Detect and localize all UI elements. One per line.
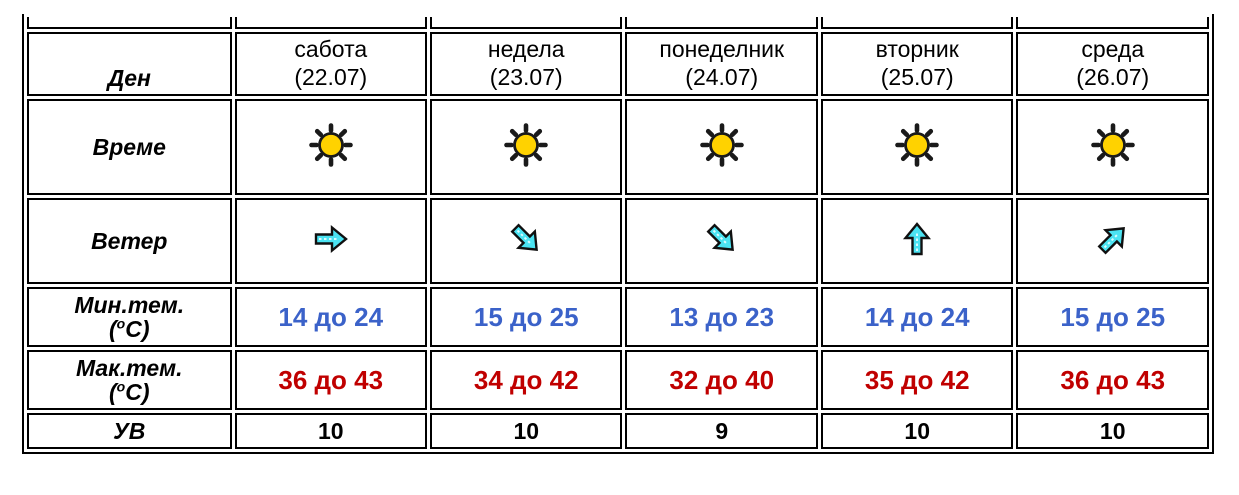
uv-cell: 10 [820, 413, 1014, 449]
spacer-cell [27, 17, 232, 29]
max-temp-value: 32 до 40 [669, 364, 775, 395]
wind-arrow-icon [897, 219, 937, 259]
min-temp-value: 15 до 25 [1060, 301, 1166, 332]
sun-icon [700, 123, 744, 167]
max-temp-value: 36 до 43 [278, 364, 384, 395]
day-cell: среда (26.07) [1016, 32, 1209, 96]
uv-row: УВ 10 10 9 10 10 [27, 413, 1209, 449]
weather-cell [430, 99, 623, 195]
spacer-cell [430, 17, 623, 29]
min-temp-value: 13 до 23 [669, 301, 775, 332]
row-label-day: Ден [27, 32, 232, 96]
uv-value: 10 [904, 417, 930, 444]
weather-forecast-table: Ден сабота (22.07) недела (23.07) понеде… [22, 14, 1214, 454]
day-date: (25.07) [880, 64, 954, 91]
wind-arrow-icon [311, 219, 351, 259]
min-temp-value: 14 до 24 [278, 301, 384, 332]
sun-icon [309, 123, 353, 167]
day-name: среда [1081, 35, 1145, 62]
spacer-row [27, 17, 1209, 29]
wind-cell [430, 198, 623, 284]
wind-arrow-icon [693, 210, 750, 267]
min-temp-cell: 14 до 24 [234, 287, 427, 347]
uv-cell: 10 [1016, 413, 1209, 449]
row-label-min-temp: Мин.тем. (оС) [27, 287, 232, 347]
weather-cell [820, 99, 1014, 195]
min-temp-cell: 15 до 25 [430, 287, 623, 347]
uv-value: 10 [317, 417, 344, 444]
day-cell: понеделник (24.07) [625, 32, 818, 96]
wind-arrow-icon [1084, 210, 1141, 267]
spacer-cell [820, 17, 1014, 29]
uv-cell: 9 [625, 413, 818, 449]
uv-value: 10 [1099, 417, 1126, 444]
spacer-cell [625, 17, 818, 29]
min-temp-cell: 14 до 24 [820, 287, 1014, 347]
max-temp-value: 36 до 43 [1060, 364, 1166, 395]
uv-value: 10 [513, 417, 540, 444]
day-date: (23.07) [489, 64, 563, 91]
uv-label: УВ [113, 417, 146, 444]
uv-cell: 10 [234, 413, 427, 449]
min-temp-cell: 15 до 25 [1016, 287, 1209, 347]
weather-label: Време [92, 133, 166, 160]
weather-row: Време [27, 99, 1209, 195]
day-cell: сабота (22.07) [234, 32, 427, 96]
max-temp-cell: 36 до 43 [1016, 350, 1209, 410]
max-temp-cell: 36 до 43 [234, 350, 427, 410]
min-temp-value: 15 до 25 [473, 301, 579, 332]
uv-value: 9 [715, 417, 729, 444]
day-date: (26.07) [1076, 64, 1150, 91]
row-label-weather: Време [27, 99, 232, 195]
day-name: сабота [294, 35, 368, 62]
day-name: недела [487, 35, 565, 62]
max-temp-cell: 35 до 42 [820, 350, 1014, 410]
row-label-uv: УВ [27, 413, 232, 449]
day-date: (24.07) [685, 64, 759, 91]
day-header-row: Ден сабота (22.07) недела (23.07) понеде… [27, 32, 1209, 96]
min-temp-label: Мин.тем. (оС) [74, 291, 185, 343]
min-temp-value: 14 до 24 [864, 301, 970, 332]
sun-icon [895, 123, 939, 167]
spacer-cell [234, 17, 427, 29]
row-label-max-temp: Мак.тем. (оС) [27, 350, 232, 410]
day-date: (22.07) [294, 64, 368, 91]
wind-label: Ветер [91, 227, 168, 254]
weather-cell [234, 99, 427, 195]
sun-icon [1091, 123, 1135, 167]
min-temp-cell: 13 до 23 [625, 287, 818, 347]
weather-cell [1016, 99, 1209, 195]
uv-cell: 10 [430, 413, 623, 449]
max-temp-row: Мак.тем. (оС) 36 до 43 34 до 42 32 до 40… [27, 350, 1209, 410]
min-temp-row: Мин.тем. (оС) 14 до 24 15 до 25 13 до 23… [27, 287, 1209, 347]
celsius-unit: (оС) [109, 378, 150, 406]
day-name: вторник [875, 35, 959, 62]
day-label: Ден [107, 64, 151, 91]
max-temp-cell: 32 до 40 [625, 350, 818, 410]
max-temp-cell: 34 до 42 [430, 350, 623, 410]
day-cell: вторник (25.07) [820, 32, 1014, 96]
wind-cell [625, 198, 818, 284]
row-label-wind: Ветер [27, 198, 232, 284]
wind-cell [234, 198, 427, 284]
wind-cell [1016, 198, 1209, 284]
wind-arrow-icon [498, 210, 555, 267]
max-temp-value: 35 до 42 [864, 364, 970, 395]
sun-icon [504, 123, 548, 167]
wind-row: Ветер [27, 198, 1209, 284]
wind-cell [820, 198, 1014, 284]
max-temp-value: 34 до 42 [473, 364, 579, 395]
day-name: понеделник [659, 35, 785, 62]
day-cell: недела (23.07) [430, 32, 623, 96]
weather-cell [625, 99, 818, 195]
celsius-unit: (оС) [109, 315, 150, 343]
max-temp-label: Мак.тем. (оС) [75, 354, 183, 406]
spacer-cell [1016, 17, 1209, 29]
